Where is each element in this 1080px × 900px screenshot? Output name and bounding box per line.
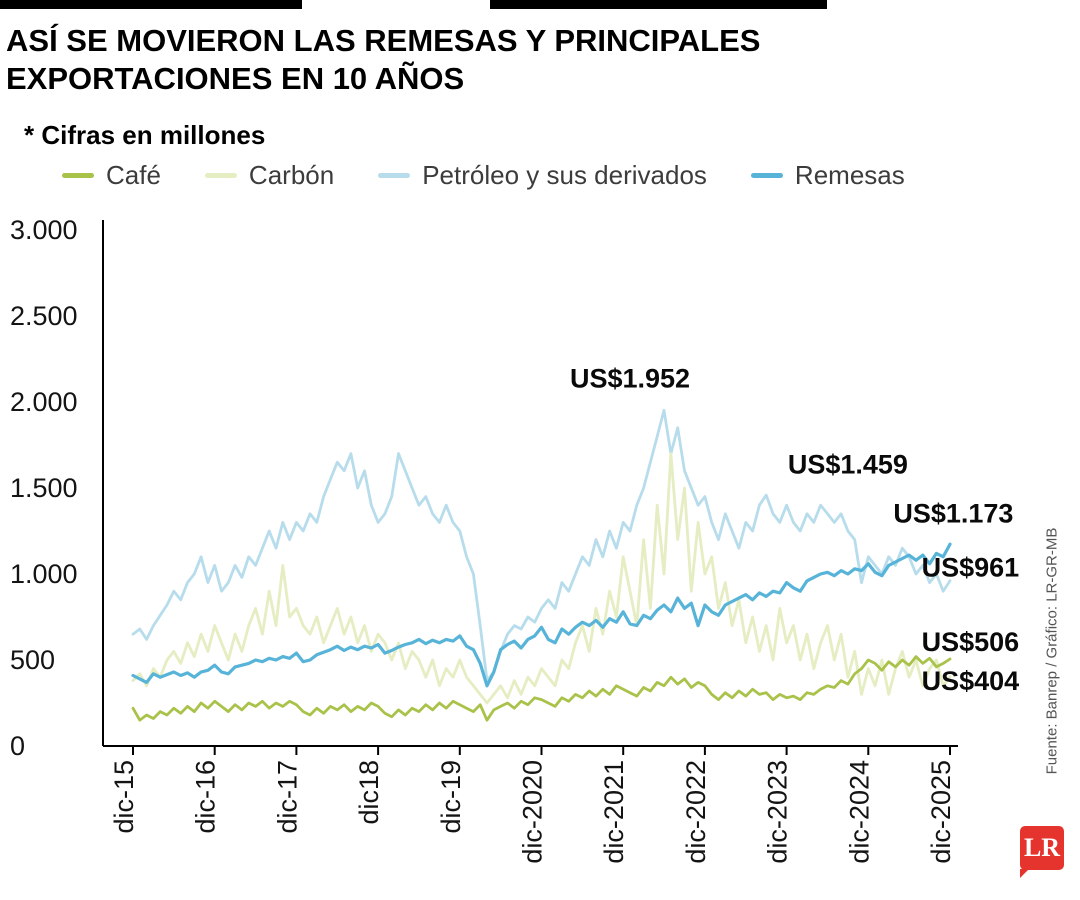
x-tick-label: dic-2025 (926, 760, 956, 864)
annotation-label: US$961 (922, 553, 1020, 583)
top-rule-right (490, 0, 827, 9)
legend-label-carbon: Carbón (248, 160, 335, 190)
y-tick-label: 1.000 (10, 559, 78, 589)
chart-subtitle: * Cifras en millones (24, 120, 266, 150)
x-tick-label: dic-2020 (518, 760, 548, 864)
annotation-label: US$1.952 (570, 363, 690, 393)
legend-label-cafe: Café (106, 160, 161, 190)
legend-item-carbon: Carbón (204, 160, 335, 191)
legend: Café Carbón Petróleo y sus derivados Rem… (62, 160, 905, 191)
x-tick-label: dic-15 (109, 760, 139, 834)
series-line-cafe (131, 655, 952, 722)
x-tick-label: dic-2024 (844, 760, 874, 864)
legend-swatch-petroleo (378, 173, 411, 178)
y-tick-label: 500 (10, 645, 55, 675)
annotation-label: US$404 (922, 666, 1020, 696)
x-tick-label: dic-2022 (681, 760, 711, 864)
series-line-carbon (131, 452, 952, 705)
x-tick-label: dic-2021 (599, 760, 629, 864)
annotation-label: US$506 (922, 627, 1020, 657)
top-rule-left (0, 0, 302, 9)
legend-swatch-remesas (750, 173, 783, 178)
series-line-petroleo (131, 408, 952, 682)
x-tick-label: dic18 (354, 760, 384, 825)
chart-title: ASÍ SE MOVIERON LAS REMESAS Y PRINCIPALE… (6, 22, 760, 98)
x-tick-label: dic-16 (191, 760, 221, 834)
y-tick-label: 2.500 (10, 301, 78, 331)
y-tick-label: 2.000 (10, 387, 78, 417)
annotation-label: US$1.173 (893, 498, 1013, 528)
legend-label-petroleo: Petróleo y sus derivados (422, 160, 707, 190)
lr-logo: LR (1020, 826, 1064, 878)
chart-title-line1: ASÍ SE MOVIERON LAS REMESAS Y PRINCIPALE… (6, 23, 761, 58)
annotation-label: US$1.459 (788, 449, 908, 479)
x-tick-label: dic-17 (272, 760, 302, 834)
legend-label-remesas: Remesas (794, 160, 905, 190)
y-tick-label: 0 (10, 731, 25, 761)
legend-item-remesas: Remesas (750, 160, 905, 191)
legend-item-cafe: Café (62, 160, 161, 191)
series-line-remesas (131, 542, 952, 688)
y-tick-label: 1.500 (10, 473, 78, 503)
y-tick-label: 3.000 (10, 215, 78, 245)
legend-swatch-cafe (62, 173, 94, 178)
legend-item-petroleo: Petróleo y sus derivados (378, 160, 707, 191)
legend-swatch-carbon (204, 173, 237, 178)
chart-title-line2: EXPORTACIONES EN 10 AÑOS (6, 61, 465, 96)
x-tick-label: dic-2023 (763, 760, 793, 864)
x-tick-label: dic-19 (436, 760, 466, 834)
source-credit: Fuente: Banrep / Gráfico: LR-GR-MB (1043, 527, 1061, 775)
